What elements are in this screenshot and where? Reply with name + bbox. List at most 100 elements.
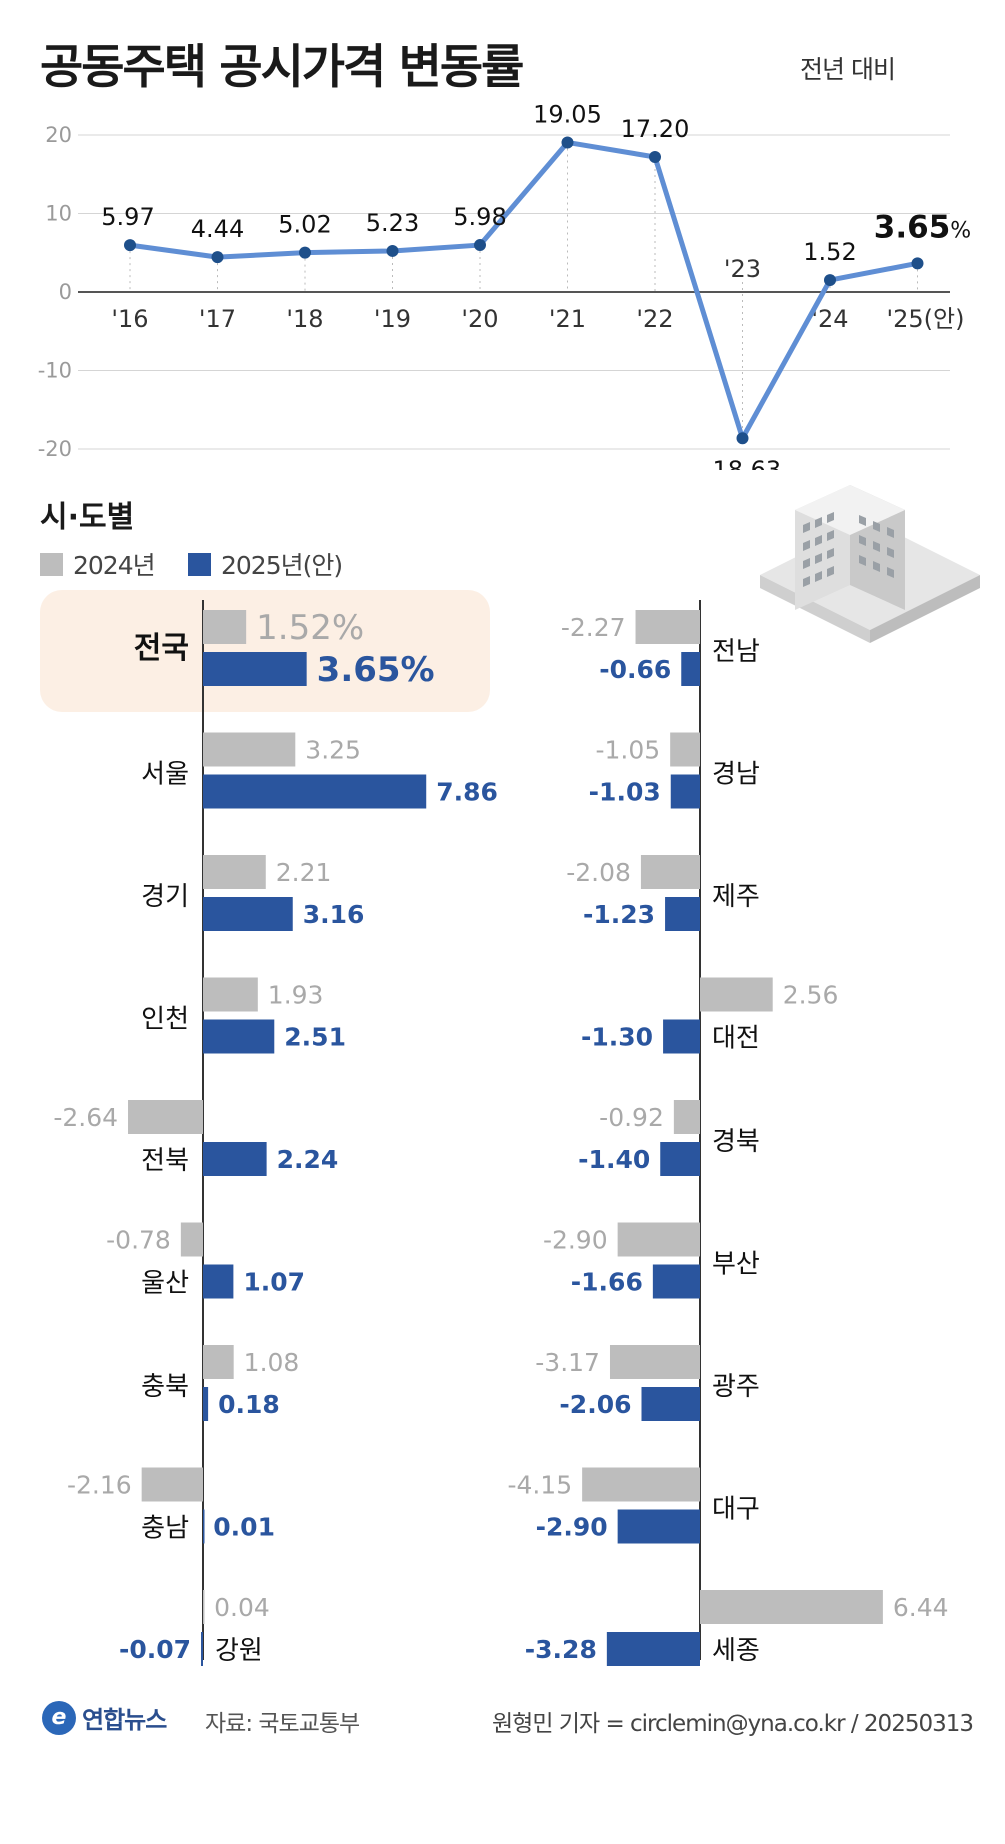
y-tick-label: 20 bbox=[45, 123, 72, 147]
region-name: 제주 bbox=[712, 882, 760, 912]
bar-value-label: 1.07 bbox=[243, 1268, 305, 1297]
bar bbox=[670, 732, 700, 767]
bar bbox=[203, 1387, 209, 1421]
percent-suffix: % bbox=[332, 608, 364, 648]
bar-value-label: 0.18 bbox=[218, 1390, 280, 1419]
logo-mark: e bbox=[42, 1700, 76, 1735]
legend-label-2025: 2025년(안) bbox=[221, 551, 343, 580]
bar bbox=[203, 1345, 234, 1379]
bar bbox=[609, 1345, 700, 1379]
region-name: 부산 bbox=[712, 1250, 760, 1280]
bar-value-label: 3.65% bbox=[317, 650, 435, 690]
bar bbox=[617, 1509, 700, 1544]
bar-value-label: 0.04 bbox=[214, 1593, 270, 1622]
data-point bbox=[736, 432, 749, 445]
bar bbox=[203, 897, 293, 931]
data-point bbox=[474, 239, 486, 252]
bar bbox=[640, 855, 700, 889]
bar bbox=[652, 1264, 700, 1299]
section-title: 시·도별 bbox=[40, 500, 135, 535]
bar-value-label: -3.28 bbox=[525, 1635, 597, 1664]
legend-label-2024: 2024년 bbox=[73, 551, 156, 580]
data-label: 5.23 bbox=[366, 209, 419, 237]
data-point bbox=[299, 246, 311, 259]
bar-value-label: -4.15 bbox=[507, 1471, 572, 1500]
bar bbox=[203, 1264, 234, 1299]
bar bbox=[663, 1019, 700, 1054]
bar bbox=[203, 977, 258, 1012]
legend-item-2024: 2024년 bbox=[40, 546, 156, 582]
bar bbox=[203, 652, 307, 686]
region-name: 경북 bbox=[712, 1127, 760, 1157]
series-line bbox=[129, 139, 918, 441]
bar bbox=[203, 1509, 205, 1544]
region-name: 충남 bbox=[141, 1514, 189, 1544]
region-name: 전북 bbox=[141, 1146, 189, 1176]
bar-value-label: 2.56 bbox=[783, 981, 839, 1010]
data-label: -18.63 bbox=[704, 456, 781, 470]
data-point bbox=[911, 257, 924, 270]
bar-value-label: 2.21 bbox=[276, 858, 332, 887]
bar bbox=[180, 1222, 203, 1257]
bar bbox=[203, 855, 266, 889]
data-label: 17.20 bbox=[621, 115, 690, 143]
bar-value-label: -0.66 bbox=[599, 655, 671, 684]
bar-value-label: 1.93 bbox=[268, 981, 324, 1010]
x-tick-label: '22 bbox=[636, 305, 673, 333]
x-tick-label: '20 bbox=[461, 305, 498, 333]
legend-swatch-2024 bbox=[40, 552, 63, 576]
yonhap-logo: e 연합뉴스 bbox=[42, 1700, 167, 1735]
x-tick-label: '25(안) bbox=[887, 305, 965, 333]
bar-value-label: 3.25 bbox=[305, 736, 361, 765]
bar bbox=[670, 774, 700, 809]
bar bbox=[203, 774, 427, 809]
bar-value-label: 6.44 bbox=[893, 1593, 949, 1622]
legend-item-2025: 2025년(안) bbox=[188, 546, 343, 582]
x-tick-label: '24 bbox=[811, 305, 848, 333]
legend-swatch-2025 bbox=[188, 552, 211, 576]
source-note: 자료: 국토교통부 bbox=[205, 1711, 360, 1737]
bar bbox=[673, 1100, 700, 1134]
region-name: 광주 bbox=[712, 1372, 760, 1402]
bar-value-label: 2.24 bbox=[277, 1145, 339, 1174]
bar-value-label: -0.92 bbox=[599, 1103, 664, 1132]
bar-value-label: 3.16 bbox=[303, 900, 365, 929]
y-tick-label: -10 bbox=[38, 359, 72, 383]
bar-value-label: 7.86 bbox=[436, 778, 498, 807]
x-tick-label: '18 bbox=[286, 305, 323, 333]
bar-value-label: 2.51 bbox=[284, 1023, 346, 1052]
apartment-building-icon bbox=[760, 485, 980, 643]
y-tick-label: -20 bbox=[38, 437, 72, 461]
bar bbox=[582, 1467, 700, 1502]
region-name: 인천 bbox=[141, 1005, 189, 1035]
bar-value-label: -2.64 bbox=[53, 1103, 118, 1132]
bar bbox=[128, 1100, 203, 1134]
unit-note: 전년 대비 bbox=[800, 55, 896, 84]
bar bbox=[700, 977, 773, 1012]
region-name: 강원 bbox=[215, 1636, 263, 1666]
bar bbox=[203, 1142, 267, 1176]
bar bbox=[141, 1467, 203, 1502]
region-name: 서울 bbox=[141, 760, 189, 790]
data-label: 19.05 bbox=[533, 100, 602, 128]
bar-value-label: -2.90 bbox=[543, 1226, 608, 1255]
data-point bbox=[211, 251, 224, 264]
bar-value-label: -1.05 bbox=[595, 736, 660, 765]
bar-value-label: -2.06 bbox=[559, 1390, 631, 1419]
bar bbox=[635, 610, 700, 644]
bar bbox=[203, 1019, 275, 1054]
region-name: 대구 bbox=[712, 1495, 760, 1525]
percent-suffix: % bbox=[401, 650, 435, 690]
bar-value-label: -3.17 bbox=[535, 1348, 600, 1377]
data-point bbox=[824, 274, 836, 287]
bar-value-label: -1.40 bbox=[578, 1145, 650, 1174]
logo-name: 연합뉴스 bbox=[82, 1706, 167, 1734]
data-label: 5.98 bbox=[453, 203, 506, 231]
data-label: 5.97 bbox=[101, 203, 154, 231]
data-point bbox=[649, 150, 661, 163]
region-name: 울산 bbox=[141, 1269, 189, 1299]
data-label: 4.44 bbox=[191, 215, 244, 243]
bar bbox=[681, 652, 700, 686]
data-label: 5.02 bbox=[278, 211, 331, 239]
